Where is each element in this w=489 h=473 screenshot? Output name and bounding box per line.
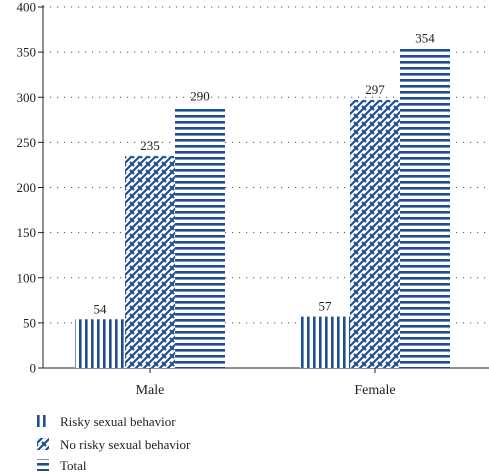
bar-female-total: [400, 48, 450, 368]
data-label-male-0: 54: [94, 301, 108, 316]
y-tick-label-250: 250: [17, 135, 37, 150]
data-label-male-2: 290: [190, 88, 210, 103]
category-label-male: Male: [136, 383, 165, 398]
data-label-female-1: 297: [365, 82, 385, 97]
data-label-female-2: 354: [415, 31, 435, 46]
y-tick-label-400: 400: [17, 0, 37, 15]
category-label-female: Female: [354, 383, 395, 398]
legend-swatch-0: [37, 415, 49, 427]
bar-male-no-risky-sexual-behavior: [125, 155, 175, 368]
bar-male-risky-sexual-behavior: [75, 319, 125, 368]
bar-female-risky-sexual-behavior: [300, 316, 350, 368]
legend-label-2: Total: [60, 458, 87, 473]
y-tick-label-150: 150: [17, 225, 37, 240]
y-tick-label-200: 200: [17, 180, 37, 195]
y-tick-label-300: 300: [17, 90, 37, 105]
data-label-female-0: 57: [319, 299, 333, 314]
bar-female-no-risky-sexual-behavior: [350, 99, 400, 369]
data-label-male-1: 235: [140, 138, 160, 153]
legend: Risky sexual behavior No risky sexual beh…: [37, 414, 191, 473]
legend-label-1: No risky sexual behavior: [60, 437, 191, 452]
y-tick-label-350: 350: [17, 45, 37, 60]
legend-swatch-1: [37, 438, 49, 450]
y-tick-label-0: 0: [30, 361, 37, 376]
bars: [75, 48, 450, 369]
bar-male-total: [175, 106, 225, 369]
legend-label-0: Risky sexual behavior: [60, 414, 176, 429]
legend-swatch-2: [37, 459, 49, 471]
labels: 54 235 290 Male 57 297 354 Female: [94, 31, 436, 398]
y-tick-label-100: 100: [17, 270, 37, 285]
y-tick-label-50: 50: [23, 315, 36, 330]
